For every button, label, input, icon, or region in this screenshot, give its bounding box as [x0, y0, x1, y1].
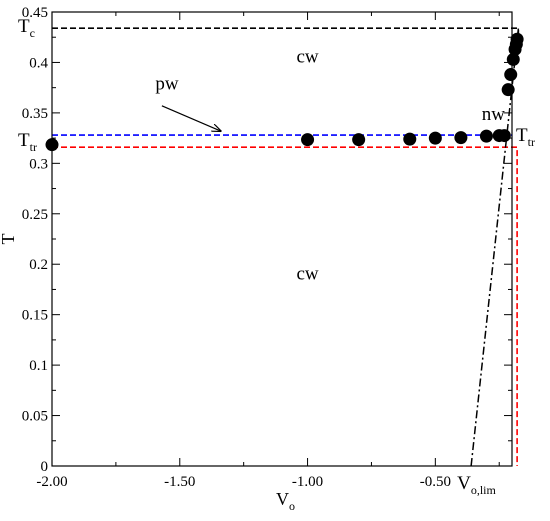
data-point-10	[504, 68, 518, 82]
y-tick-label-9: 0.45	[22, 5, 48, 21]
tc-label: Tc	[18, 16, 35, 40]
data-point-5	[454, 131, 468, 145]
y-tick-label-6: 0.3	[29, 156, 48, 172]
data-point-14	[510, 32, 524, 46]
y-tick-label-1: 0.05	[22, 409, 48, 425]
y-tick-label-7: 0.35	[22, 106, 48, 122]
red-boundary-line	[52, 146, 518, 466]
tc-line	[52, 27, 520, 40]
annotation-nw: nw	[482, 104, 506, 125]
x-axis-label-sub: o	[289, 499, 295, 513]
x-tick-label-3: -0.50	[420, 474, 451, 490]
y-tick-label-3: 0.15	[22, 308, 48, 324]
ttr-right-label: Ttr	[516, 125, 535, 149]
y-tick-label-2: 0.1	[29, 358, 48, 374]
y-tick-label-0: 0	[41, 459, 49, 475]
pw-arrow	[161, 105, 221, 131]
data-point-3	[403, 132, 417, 146]
ttr-left-label: Ttr	[18, 130, 37, 154]
annotation-pw: pw	[155, 74, 179, 95]
plot-frame	[51, 11, 513, 467]
y-tick-label-4: 0.2	[29, 257, 48, 273]
annotation-cw-lower: cw	[296, 263, 318, 284]
x-tick-label-1: -1.50	[164, 474, 195, 490]
data-point-9	[501, 83, 515, 97]
y-axis-label: T	[0, 234, 18, 245]
x-axis-label-main: V	[276, 489, 289, 509]
y-tick-label-8: 0.4	[29, 55, 48, 71]
x-tick-label-0: -2.00	[36, 474, 67, 490]
annotation-cw-upper: cw	[296, 46, 318, 67]
data-point-2	[352, 133, 366, 147]
dashdot-line	[470, 28, 520, 467]
data-point-6	[479, 129, 493, 143]
data-point-8	[497, 129, 511, 143]
data-point-1	[301, 133, 315, 147]
data-point-4	[428, 131, 442, 145]
y-tick-label-5: 0.25	[22, 207, 48, 223]
vo-lim-label: Vo,lim	[457, 473, 496, 497]
x-axis-label: Vo	[276, 489, 295, 513]
x-tick-label-2: -1.00	[292, 474, 323, 490]
